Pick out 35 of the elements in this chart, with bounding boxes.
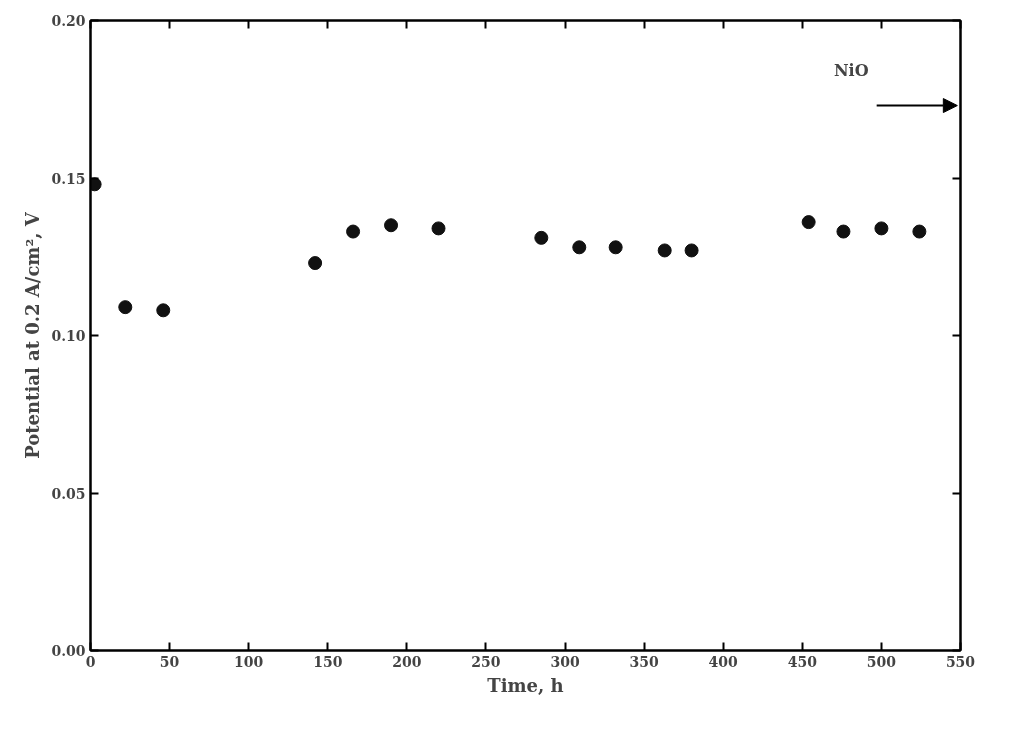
annotation: NiO	[833, 61, 869, 81]
y-tick-label: 0.15	[51, 170, 86, 187]
x-tick-label: 50	[159, 653, 180, 670]
point	[912, 224, 927, 239]
point	[118, 300, 133, 315]
point	[431, 221, 446, 236]
x-tick-label: 500	[866, 653, 897, 670]
y-tick-label: 0.20	[51, 13, 86, 29]
point	[308, 256, 323, 271]
y-tick-label: 0.05	[51, 485, 86, 502]
y-tick-label: 0.00	[51, 643, 86, 659]
point	[608, 240, 623, 255]
point	[534, 230, 549, 245]
x-tick-label: 0	[85, 653, 96, 670]
x-tick-label: 200	[392, 653, 422, 670]
x-tick-label: 450	[787, 653, 818, 670]
x-tick-label: 550	[945, 653, 976, 670]
x-tick-label: 250	[471, 653, 501, 670]
x-tick-label: 350	[629, 653, 660, 670]
point	[657, 243, 672, 258]
point	[572, 240, 587, 255]
point	[801, 215, 816, 230]
point	[874, 221, 889, 236]
point	[836, 224, 851, 239]
point	[684, 243, 699, 258]
x-tick-label: 100	[234, 653, 264, 670]
point	[156, 303, 171, 318]
y-axis-title: Potential at 0.2 A/cm², V	[22, 211, 44, 459]
point	[384, 218, 399, 233]
x-axis-title: Time, h	[487, 674, 564, 696]
point	[346, 224, 361, 239]
y-tick-label: 0.10	[51, 328, 86, 344]
x-tick-label: 400	[708, 653, 739, 670]
x-tick-label: 150	[313, 653, 343, 670]
x-tick-label: 300	[550, 653, 580, 670]
